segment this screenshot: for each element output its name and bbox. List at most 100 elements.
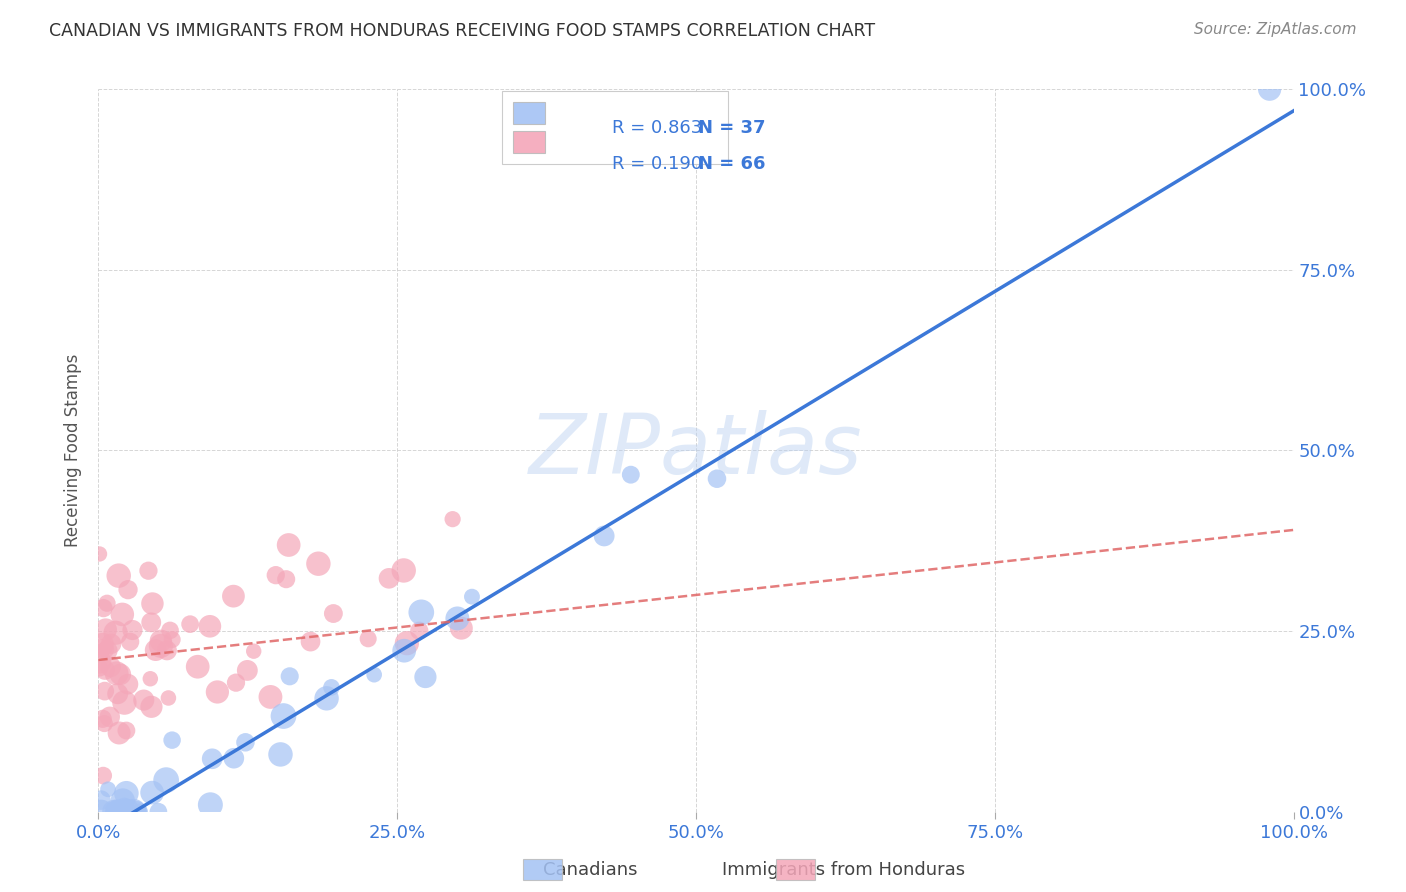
Point — [357, 632, 380, 646]
Point — [450, 621, 472, 635]
Point — [225, 675, 247, 690]
Point — [179, 617, 201, 632]
Point — [620, 467, 643, 482]
Point — [105, 666, 128, 681]
Point — [89, 547, 111, 561]
Point — [141, 699, 163, 714]
Text: R = 0.190: R = 0.190 — [612, 154, 702, 173]
Point — [132, 693, 155, 707]
Point — [392, 564, 415, 578]
Point — [105, 805, 128, 819]
Point — [100, 637, 122, 651]
Point — [105, 805, 128, 819]
Point — [706, 472, 728, 486]
Point — [235, 735, 257, 749]
Text: CANADIAN VS IMMIGRANTS FROM HONDURAS RECEIVING FOOD STAMPS CORRELATION CHART: CANADIAN VS IMMIGRANTS FROM HONDURAS REC… — [49, 22, 876, 40]
Text: Immigrants from Honduras: Immigrants from Honduras — [723, 861, 965, 879]
Point — [122, 805, 145, 819]
Point — [93, 716, 115, 731]
Point — [98, 710, 121, 724]
Point — [593, 529, 616, 543]
Point — [207, 685, 229, 699]
Point — [89, 661, 111, 675]
Point — [111, 607, 134, 622]
Point — [222, 589, 245, 603]
Point — [96, 596, 118, 610]
Point — [321, 681, 343, 695]
Text: N = 37: N = 37 — [697, 119, 765, 136]
Point — [149, 633, 172, 648]
Point — [315, 691, 337, 706]
Point — [157, 690, 180, 705]
Point — [141, 597, 163, 611]
Point — [160, 632, 183, 647]
Point — [90, 793, 112, 807]
Point — [187, 659, 209, 673]
Point — [91, 712, 114, 726]
Point — [201, 752, 224, 766]
Point — [94, 623, 117, 637]
Point — [222, 751, 245, 765]
Point — [138, 564, 160, 578]
Point — [94, 642, 117, 657]
Point — [96, 643, 118, 657]
Point — [120, 634, 142, 648]
Point — [104, 625, 127, 640]
Text: Canadians: Canadians — [543, 861, 638, 879]
Legend:                             ,                             : , — [502, 91, 728, 164]
Point — [107, 805, 129, 819]
Point — [415, 670, 437, 684]
Point — [148, 805, 170, 819]
Point — [411, 605, 433, 619]
Point — [461, 590, 484, 604]
Point — [139, 672, 162, 686]
Point — [125, 805, 148, 819]
Point — [299, 634, 322, 648]
Point — [115, 723, 138, 738]
Point — [277, 538, 299, 552]
Point — [236, 664, 259, 678]
Point — [392, 643, 415, 657]
Point — [200, 797, 222, 812]
Point — [117, 582, 139, 597]
Point — [91, 637, 114, 651]
Point — [395, 636, 418, 650]
Point — [141, 786, 163, 800]
Point — [149, 639, 172, 653]
Text: R = 0.863: R = 0.863 — [612, 119, 703, 136]
Point — [1258, 82, 1281, 96]
Point — [269, 747, 291, 762]
Point — [94, 663, 117, 677]
Point — [107, 687, 129, 701]
Point — [160, 733, 183, 747]
Point — [93, 684, 115, 698]
Point — [91, 769, 114, 783]
Point — [90, 805, 112, 819]
Point — [141, 615, 163, 630]
Point — [121, 623, 143, 637]
Point — [307, 557, 329, 571]
Y-axis label: Receiving Food Stamps: Receiving Food Stamps — [65, 354, 83, 547]
Point — [97, 782, 120, 797]
Point — [264, 568, 287, 582]
Point — [363, 667, 385, 681]
Point — [378, 571, 401, 585]
Point — [117, 677, 139, 691]
Point — [156, 643, 179, 657]
Point — [100, 660, 122, 674]
Point — [111, 793, 134, 807]
Point — [259, 690, 281, 704]
Point — [108, 726, 131, 740]
Point — [145, 643, 167, 657]
Point — [278, 669, 301, 683]
Point — [103, 805, 125, 819]
Text: ZIPatlas: ZIPatlas — [529, 410, 863, 491]
Point — [110, 667, 132, 681]
Point — [128, 805, 150, 819]
Point — [112, 696, 135, 710]
Point — [276, 572, 298, 586]
Point — [441, 512, 464, 526]
Text: N = 66: N = 66 — [697, 154, 765, 173]
Point — [408, 624, 430, 638]
Point — [89, 655, 111, 669]
